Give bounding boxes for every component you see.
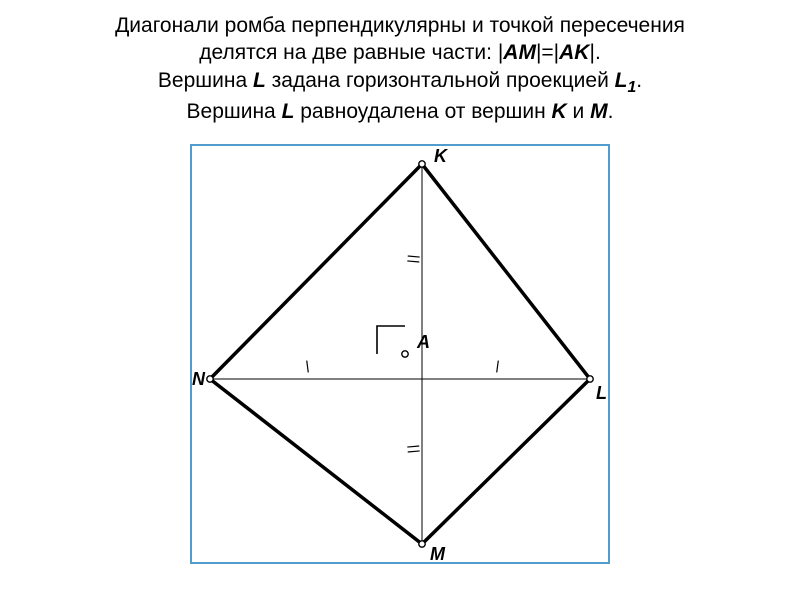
line2-e: |.	[589, 41, 600, 64]
line2-c: |=|	[536, 41, 559, 64]
line2-a: делятся на две равные части: |	[199, 41, 503, 64]
line2-AM: AM	[503, 41, 536, 64]
svg-text:K: K	[434, 146, 449, 166]
line3-a: Вершина	[158, 69, 253, 92]
svg-text:M: M	[430, 544, 446, 564]
line-3: Вершина L задана горизонтальной проекцие…	[0, 67, 800, 99]
line4-K: K	[552, 100, 567, 123]
svg-text:L: L	[596, 383, 607, 403]
line2-AK: AK	[559, 41, 589, 64]
line3-sub1: 1	[627, 79, 636, 96]
line4-M: M	[590, 100, 608, 123]
line-4: Вершина L равноудалена от вершин K и M.	[0, 98, 800, 125]
line4-L: L	[282, 100, 295, 123]
line-1: Диагонали ромба перпендикулярны и точкой…	[0, 12, 800, 39]
line4-c: равноудалена от вершин	[294, 100, 551, 123]
svg-text:A: A	[416, 332, 430, 352]
line3-L1: L	[615, 69, 628, 92]
line1-text: Диагонали ромба перпендикулярны и точкой…	[115, 14, 685, 37]
svg-text:N: N	[192, 369, 206, 389]
line4-e: и	[567, 100, 590, 123]
line3-e: .	[636, 69, 642, 92]
line-2: делятся на две равные части: |AM|=|AK|.	[0, 39, 800, 66]
description-text: Диагонали ромба перпендикулярны и точкой…	[0, 0, 800, 126]
line4-a: Вершина	[187, 100, 282, 123]
line4-g: .	[608, 100, 614, 123]
diagram-svg: K L M N A	[190, 144, 610, 564]
line3-L: L	[253, 69, 266, 92]
line3-c: задана горизонтальной проекцией	[266, 69, 615, 92]
rhombus-diagram: K L M N A	[190, 144, 610, 564]
